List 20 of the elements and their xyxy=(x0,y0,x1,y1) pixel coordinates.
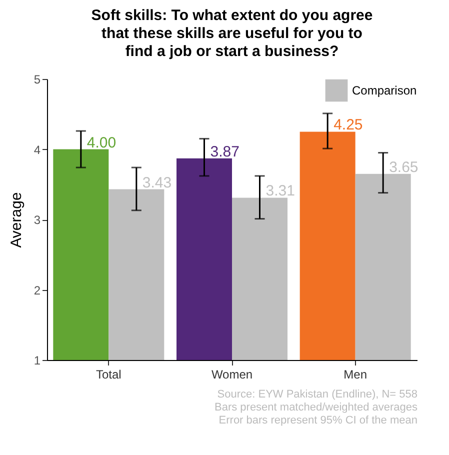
data-label: 3.87 xyxy=(210,143,240,160)
x-tick-label: Men xyxy=(344,368,368,382)
y-tick-label: 4 xyxy=(34,142,41,157)
data-label: 3.43 xyxy=(142,174,172,192)
chart-title: Soft skills: To what extent do you agree that these skills are useful for you to find a job or start a business? xyxy=(91,7,373,60)
y-axis-title: Average xyxy=(8,192,25,248)
x-tick-label: Total xyxy=(96,368,122,382)
legend-label: Comparison xyxy=(352,84,417,98)
data-label: 4.00 xyxy=(86,134,116,152)
y-tick-label: 1 xyxy=(34,354,41,368)
data-label: 4.25 xyxy=(334,116,363,134)
y-tick-label: 5 xyxy=(34,72,41,86)
data-label: 3.31 xyxy=(266,182,295,200)
text: Error bars represent 95% CI of the mean xyxy=(218,414,418,426)
x-tick-label: Women xyxy=(211,368,253,382)
y-tick-label: 3 xyxy=(34,213,41,227)
text: Bars present matched/weighted averages xyxy=(214,402,418,414)
y-tick-label: 2 xyxy=(34,283,41,298)
data-label: 3.65 xyxy=(389,158,418,176)
source-note: Source: EYW Pakistan (Endline), N= 558 xyxy=(217,388,418,400)
